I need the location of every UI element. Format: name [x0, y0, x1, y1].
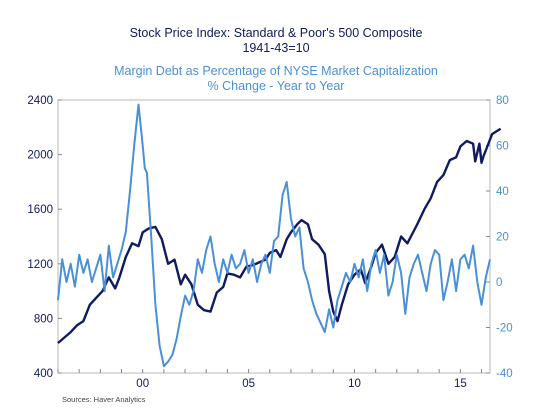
chart-title: Stock Price Index: Standard & Poor's 500…	[130, 26, 423, 40]
chart-title-line2: 1941-43=10	[242, 41, 309, 55]
x-axis-tick-label: 10	[348, 378, 361, 390]
left-axis-tick-label: 1200	[27, 259, 53, 271]
right-axis-tick-label: 0	[496, 277, 502, 289]
x-axis-tick-label: 05	[242, 378, 255, 390]
left-axis-tick-label: 2000	[27, 150, 53, 162]
right-axis-tick-label: 20	[496, 232, 509, 244]
left-axis-tick-label: 400	[34, 368, 53, 380]
left-axis-tick-label: 800	[34, 313, 53, 325]
left-axis-tick-label: 1600	[27, 204, 53, 216]
source-note: Sources: Haver Analytics	[62, 395, 146, 404]
chart-subtitle-line2: % Change - Year to Year	[208, 79, 345, 93]
left-axis-tick-label: 2400	[27, 95, 53, 107]
right-axis-tick-label: 80	[496, 95, 509, 107]
x-axis-tick-label: 15	[454, 378, 467, 390]
right-axis-tick-label: 60	[496, 141, 509, 153]
plot-frame	[57, 99, 491, 374]
plot-area: 400 800 1200 1600 2000 2400 -40 -20 0 20 40 60 80 00 0…	[27, 95, 512, 390]
margin-debt-line	[57, 103, 491, 368]
right-axis-tick-label: -20	[496, 323, 513, 335]
right-axis-tick-label: -40	[496, 368, 513, 380]
right-axis-tick-label: 40	[496, 186, 509, 198]
chart-subtitle: Margin Debt as Percentage of NYSE Market…	[114, 64, 438, 78]
x-axis-tick-label: 00	[136, 378, 149, 390]
